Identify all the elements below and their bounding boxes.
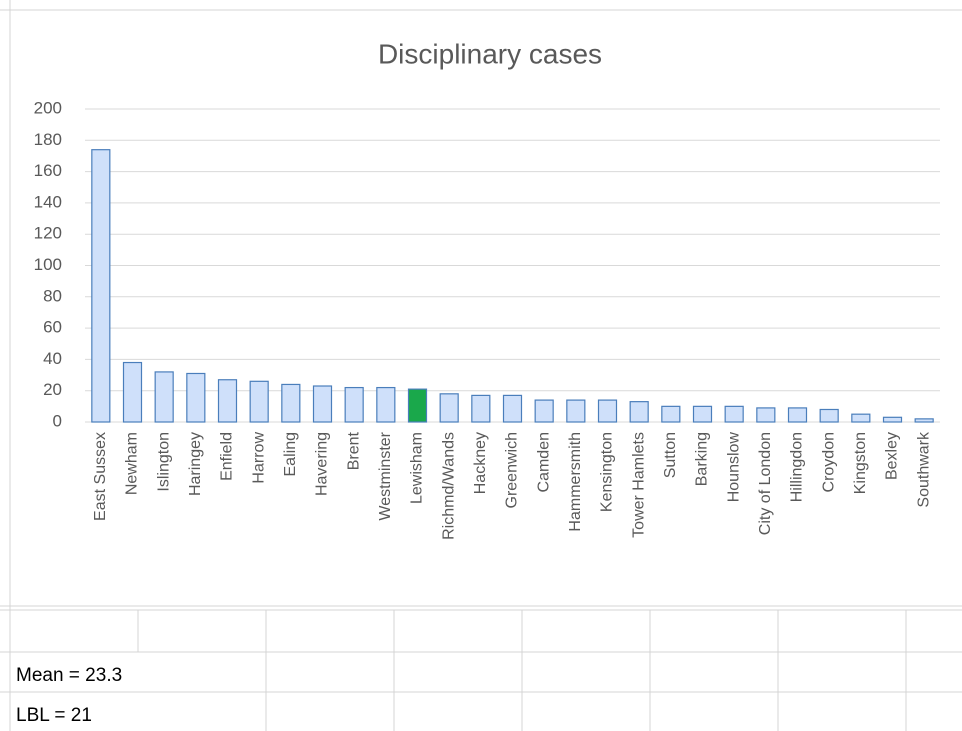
y-tick-label: 140	[34, 192, 62, 211]
x-tick-label: Sutton	[662, 432, 679, 478]
bar	[91, 149, 111, 423]
chart-title: Disciplinary cases	[378, 38, 602, 69]
y-tick-label: 120	[34, 224, 62, 243]
y-tick-label: 100	[34, 255, 62, 274]
x-tick-label: Brent	[345, 431, 362, 470]
y-tick-label: 160	[34, 161, 62, 180]
x-tick-label: Harrow	[250, 432, 267, 484]
bar	[122, 361, 143, 423]
x-tick-label: Barking	[694, 432, 711, 486]
bar	[312, 385, 333, 423]
bar	[281, 383, 301, 423]
x-tick-label: Kingston	[852, 432, 869, 494]
bar	[217, 379, 238, 423]
x-tick-label: Westminster	[377, 431, 394, 520]
bar	[724, 405, 744, 423]
bar	[819, 408, 839, 423]
y-tick-label: 80	[43, 286, 62, 305]
x-tick-label: Tower Hamlets	[630, 432, 647, 538]
x-tick-label: Kensington	[599, 432, 616, 512]
x-tick-label: Islington	[155, 432, 172, 492]
x-tick-label: East Sussex	[92, 432, 109, 521]
bar	[914, 418, 934, 423]
x-tick-label: Lewisham	[409, 432, 426, 504]
bar	[186, 372, 206, 423]
x-tick-label: Croydon	[820, 432, 837, 492]
x-tick-label: Enfield	[219, 432, 236, 481]
x-tick-label: Haringey	[187, 432, 204, 496]
x-tick-label: City of London	[757, 432, 774, 535]
bar	[661, 405, 681, 423]
x-tick-label: Southwark	[915, 431, 932, 508]
bar	[692, 405, 713, 423]
bar	[629, 401, 649, 423]
x-tick-label: Hillingdon	[789, 432, 806, 502]
bar	[756, 407, 776, 423]
x-tick-label: Ealing	[282, 432, 299, 476]
x-tick-label: Hackney	[472, 432, 489, 494]
x-tick-label: Richmd/Wands	[440, 432, 457, 540]
bar	[787, 407, 808, 423]
cell-text: Mean = 23.3	[16, 665, 122, 686]
y-tick-label: 20	[43, 380, 62, 399]
bar	[502, 394, 523, 423]
y-tick-label: 180	[34, 130, 62, 149]
bar	[439, 393, 459, 423]
x-tick-label: Camden	[535, 432, 552, 492]
bar	[376, 386, 396, 423]
bar	[882, 416, 903, 423]
x-tick-label: Havering	[314, 432, 331, 496]
y-tick-label: 60	[43, 318, 62, 337]
x-tick-label: Bexley	[884, 432, 901, 480]
bar	[851, 413, 871, 423]
y-tick-label: 0	[53, 411, 62, 430]
y-tick-label: 200	[34, 98, 62, 117]
x-tick-label: Newham	[124, 432, 141, 495]
bar	[471, 394, 491, 423]
bar	[154, 371, 174, 423]
x-tick-label: Hounslow	[725, 432, 742, 503]
chart-area	[11, 11, 962, 605]
x-tick-label: Hammersmith	[567, 432, 584, 532]
bar	[249, 380, 269, 423]
y-tick-label: 40	[43, 349, 62, 368]
bar	[407, 388, 428, 423]
bar	[597, 399, 618, 423]
bar	[566, 399, 586, 423]
bar	[344, 386, 364, 423]
bar	[534, 399, 554, 423]
x-tick-label: Greenwich	[504, 432, 521, 508]
cell-text: LBL = 21	[16, 705, 92, 726]
